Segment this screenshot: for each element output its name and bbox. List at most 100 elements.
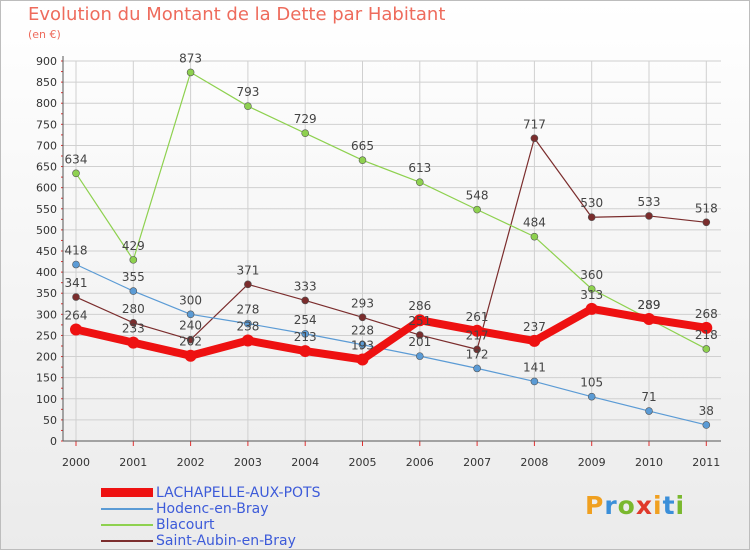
data-label: 429 <box>122 239 145 253</box>
data-point <box>358 340 367 349</box>
x-tick-label: 2007 <box>463 456 491 469</box>
data-point <box>413 314 426 327</box>
data-point <box>587 213 596 222</box>
data-label: 105 <box>580 376 603 390</box>
data-label: 533 <box>638 195 661 209</box>
data-point <box>471 324 484 337</box>
data-point <box>530 377 539 386</box>
data-point <box>72 260 80 269</box>
data-label: 254 <box>294 313 317 327</box>
data-point <box>186 335 195 344</box>
data-point <box>301 296 310 305</box>
y-tick-label: 350 <box>36 287 57 300</box>
data-point <box>72 169 80 178</box>
data-label: 793 <box>236 85 259 99</box>
data-point <box>299 345 312 358</box>
y-tick-label: 100 <box>36 393 57 406</box>
data-point <box>186 68 195 77</box>
legend-swatch <box>101 524 153 526</box>
data-label: 238 <box>236 320 259 334</box>
data-label: 193 <box>351 339 374 353</box>
legend-swatch <box>101 508 153 510</box>
data-point <box>358 313 367 322</box>
data-label: 293 <box>351 296 374 310</box>
data-label: 634 <box>65 152 88 166</box>
data-point <box>700 321 713 334</box>
data-label: 218 <box>695 328 718 342</box>
series-line <box>75 71 707 350</box>
data-point <box>587 285 596 293</box>
y-tick-label: 850 <box>36 76 57 89</box>
series-line <box>75 263 707 426</box>
y-tick-label: 300 <box>36 308 57 321</box>
data-label: 548 <box>466 189 489 203</box>
data-point <box>72 293 80 301</box>
y-tick-label: 650 <box>36 161 57 174</box>
y-tick-label: 550 <box>36 203 57 216</box>
logo-letter: x <box>635 491 653 520</box>
chart-unit-label: (en €) <box>28 28 61 41</box>
x-tick-label: 2010 <box>635 456 663 469</box>
proxiti-logo: Proxiti <box>585 491 685 520</box>
data-point <box>645 212 653 220</box>
legend-label: LACHAPELLE-AUX-POTS <box>156 485 321 501</box>
data-point <box>127 336 140 349</box>
data-point <box>70 323 82 336</box>
line-chart: 0 50 100 150 200 250 300 350 400 450 500 550 600 650 7… <box>36 51 721 469</box>
logo-letter: t <box>662 491 676 520</box>
data-label: 172 <box>466 347 489 361</box>
y-tick-label: 50 <box>43 414 57 427</box>
y-tick-label: 800 <box>36 97 57 110</box>
data-label: 213 <box>294 330 317 344</box>
data-label: 264 <box>65 309 88 323</box>
y-tick-label: 0 <box>50 435 57 448</box>
data-label: 280 <box>122 302 145 316</box>
logo-letter: r <box>604 491 618 520</box>
data-label: 237 <box>523 320 546 334</box>
x-tick-label: 2006 <box>406 456 434 469</box>
data-point <box>643 312 655 325</box>
data-label: 518 <box>695 201 718 215</box>
data-point <box>415 352 424 360</box>
data-label: 355 <box>122 270 145 284</box>
data-label: 251 <box>408 314 431 328</box>
y-tick-label: 400 <box>36 266 57 279</box>
data-label: 729 <box>294 112 317 126</box>
data-point <box>585 302 598 315</box>
x-tick-label: 2005 <box>349 456 377 469</box>
series-line <box>75 137 707 350</box>
data-point <box>473 345 481 354</box>
data-point <box>129 256 138 264</box>
data-point <box>473 364 481 373</box>
y-tick-label: 200 <box>36 351 57 364</box>
legend-label: Blacourt <box>156 517 215 533</box>
data-label: 228 <box>351 324 374 338</box>
series-line <box>72 304 711 364</box>
x-tick-label: 2011 <box>692 456 720 469</box>
data-label: 333 <box>294 279 317 293</box>
data-label: 360 <box>580 268 603 282</box>
data-label: 261 <box>466 310 489 324</box>
x-tick-label: 2001 <box>119 456 147 469</box>
data-label: 530 <box>580 196 603 210</box>
data-point <box>530 134 539 143</box>
y-tick-label: 750 <box>36 118 57 131</box>
data-point <box>530 232 539 241</box>
data-point <box>184 349 197 362</box>
x-tick-label: 2009 <box>578 456 606 469</box>
legend-label: Hodenc-en-Bray <box>156 501 269 517</box>
logo-letter: P <box>585 491 605 520</box>
data-label: 268 <box>695 307 718 321</box>
data-label: 289 <box>638 298 661 312</box>
data-point <box>129 287 138 295</box>
data-point <box>358 156 367 165</box>
data-point <box>301 329 310 338</box>
data-label: 371 <box>236 263 259 277</box>
data-label: 278 <box>236 303 259 317</box>
y-tick-label: 450 <box>36 245 57 258</box>
data-point <box>186 310 195 319</box>
data-label: 665 <box>351 139 374 153</box>
data-point <box>528 334 541 347</box>
chart-title: Evolution du Montant de la Dette par Hab… <box>28 4 446 25</box>
